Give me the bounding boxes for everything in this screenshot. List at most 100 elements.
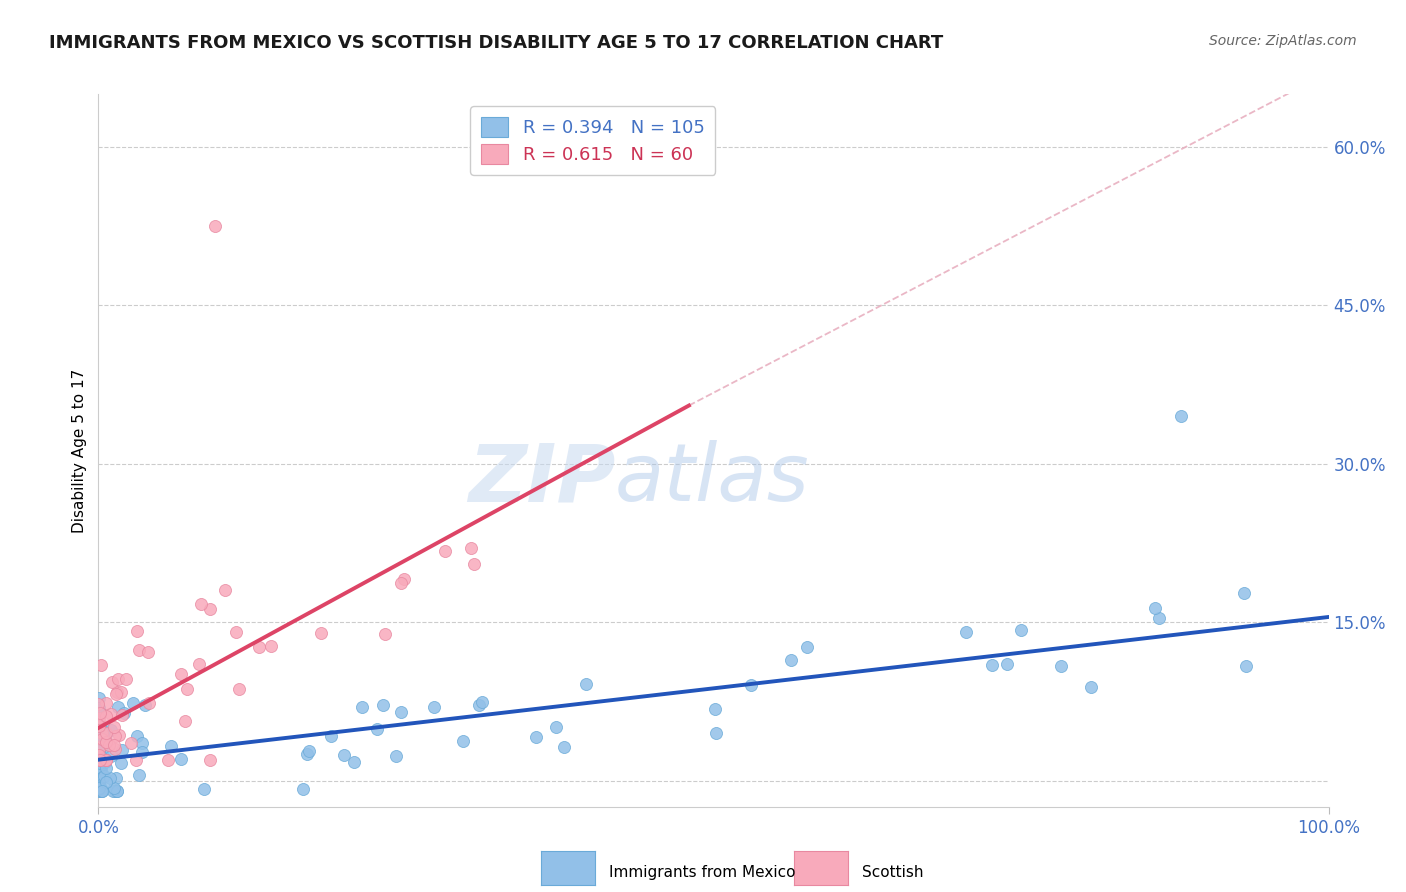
- Point: [1147, 611, 1170, 625]
- Point: [157, 753, 180, 767]
- Point: [389, 575, 412, 590]
- Text: Scottish: Scottish: [862, 865, 924, 880]
- Point: [981, 657, 1004, 672]
- Point: [87, 701, 110, 715]
- Point: [371, 698, 394, 712]
- Point: [295, 747, 318, 761]
- Point: [138, 645, 160, 659]
- Point: [131, 745, 153, 759]
- Point: [247, 640, 270, 654]
- Point: [114, 672, 136, 686]
- Point: [87, 748, 110, 763]
- Point: [91, 726, 114, 740]
- Point: [112, 706, 135, 721]
- Point: [104, 784, 127, 798]
- Point: [94, 730, 117, 744]
- Point: [87, 708, 110, 723]
- Point: [524, 730, 547, 744]
- Point: [90, 743, 112, 757]
- Point: [131, 736, 153, 750]
- Point: [214, 582, 236, 597]
- Point: [87, 691, 110, 706]
- Point: [101, 674, 124, 689]
- Point: [97, 739, 120, 753]
- Point: [90, 784, 112, 798]
- Point: [1233, 585, 1256, 599]
- Point: [87, 740, 110, 755]
- Point: [94, 753, 117, 767]
- Text: IMMIGRANTS FROM MEXICO VS SCOTTISH DISABILITY AGE 5 TO 17 CORRELATION CHART: IMMIGRANTS FROM MEXICO VS SCOTTISH DISAB…: [49, 34, 943, 52]
- Point: [575, 676, 598, 690]
- Point: [389, 705, 412, 719]
- Text: Source: ZipAtlas.com: Source: ZipAtlas.com: [1209, 34, 1357, 48]
- Point: [110, 756, 132, 771]
- Point: [90, 731, 112, 746]
- Point: [297, 744, 319, 758]
- Point: [90, 752, 112, 766]
- Point: [105, 771, 128, 785]
- Point: [1143, 601, 1166, 615]
- Point: [225, 624, 247, 639]
- Point: [87, 772, 110, 787]
- Point: [87, 714, 110, 729]
- Point: [98, 771, 121, 785]
- Point: [91, 784, 114, 798]
- Point: [291, 782, 314, 797]
- Point: [94, 756, 117, 770]
- Point: [704, 702, 727, 716]
- Point: [89, 741, 111, 756]
- Point: [546, 720, 568, 734]
- Point: [90, 658, 112, 673]
- Point: [198, 753, 221, 767]
- Point: [91, 733, 114, 747]
- Legend: R = 0.394   N = 105, R = 0.615   N = 60: R = 0.394 N = 105, R = 0.615 N = 60: [471, 106, 716, 175]
- Point: [309, 626, 332, 640]
- Point: [1010, 624, 1032, 638]
- Point: [89, 762, 111, 776]
- Point: [1080, 680, 1102, 694]
- Point: [385, 749, 408, 764]
- Point: [453, 733, 475, 747]
- Point: [104, 742, 127, 756]
- Point: [91, 723, 114, 738]
- Point: [995, 657, 1018, 672]
- Point: [91, 739, 114, 753]
- Point: [1170, 409, 1192, 423]
- Point: [176, 681, 198, 696]
- Point: [89, 753, 111, 767]
- Point: [100, 707, 122, 722]
- Point: [128, 642, 150, 657]
- Point: [553, 739, 575, 754]
- Point: [105, 685, 128, 699]
- Point: [100, 748, 122, 763]
- Point: [94, 752, 117, 766]
- Point: [204, 219, 226, 233]
- Point: [1236, 659, 1258, 673]
- Point: [159, 739, 181, 754]
- Point: [107, 728, 129, 742]
- Point: [87, 760, 110, 774]
- Point: [89, 722, 111, 736]
- Point: [94, 761, 117, 775]
- Point: [706, 726, 728, 740]
- Point: [94, 735, 117, 749]
- Point: [87, 778, 110, 792]
- Point: [423, 700, 446, 714]
- Point: [87, 784, 110, 798]
- Point: [91, 784, 114, 798]
- Point: [110, 685, 132, 699]
- Text: atlas: atlas: [616, 440, 810, 518]
- Point: [120, 736, 142, 750]
- Point: [366, 723, 388, 737]
- Point: [343, 755, 366, 769]
- Point: [321, 729, 343, 743]
- Point: [89, 746, 111, 760]
- Point: [190, 597, 212, 611]
- Point: [433, 543, 456, 558]
- Point: [94, 775, 117, 789]
- Point: [89, 784, 111, 798]
- Point: [103, 720, 125, 734]
- Point: [796, 640, 818, 655]
- Y-axis label: Disability Age 5 to 17: Disability Age 5 to 17: [72, 368, 87, 533]
- Point: [96, 696, 118, 710]
